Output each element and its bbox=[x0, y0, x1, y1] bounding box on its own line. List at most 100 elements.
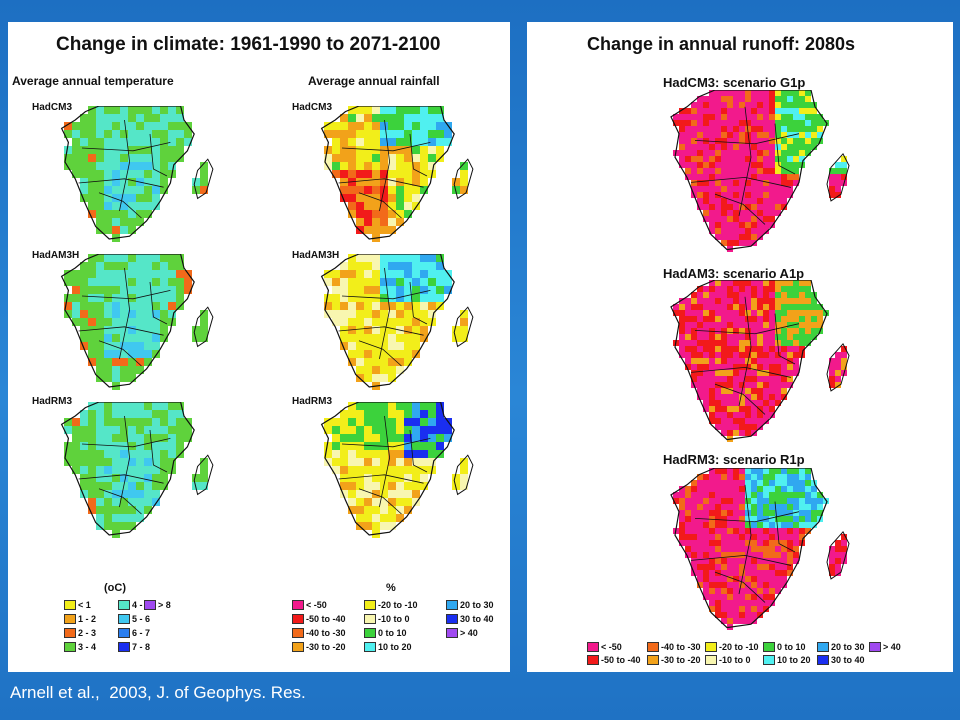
runoff-legend-swatch bbox=[705, 655, 717, 665]
runoff-scenario-label-1: HadCM3: scenario G1p bbox=[663, 75, 806, 90]
runoff-legend-label: -30 to -20 bbox=[661, 655, 701, 665]
runoff-map-hadcm3 bbox=[670, 90, 850, 252]
runoff-legend-label: > 40 bbox=[883, 642, 901, 652]
temp-model-label-2: HadAM3H bbox=[32, 250, 80, 261]
rain-model-label-3: HadRM3 bbox=[292, 396, 333, 407]
runoff-map-hadam3 bbox=[670, 280, 850, 442]
temp-legend-swatch bbox=[118, 614, 130, 624]
runoff-legend-item: -40 to -30 bbox=[647, 642, 701, 652]
rain-legend-item: 0 to 10 bbox=[364, 628, 407, 638]
runoff-map-hadrm3 bbox=[670, 468, 850, 630]
temp-map-hadcm3 bbox=[60, 106, 214, 242]
rain-legend-swatch bbox=[446, 614, 458, 624]
rain-legend-item: -30 to -20 bbox=[292, 642, 346, 652]
runoff-legend-label: -40 to -30 bbox=[661, 642, 701, 652]
rain-legend-label: -50 to -40 bbox=[306, 614, 346, 624]
rain-legend-item: -50 to -40 bbox=[292, 614, 346, 624]
runoff-legend-item: -50 to -40 bbox=[587, 655, 641, 665]
runoff-legend-label: 10 to 20 bbox=[777, 655, 811, 665]
runoff-legend-item: < -50 bbox=[587, 642, 622, 652]
rain-legend-swatch bbox=[292, 600, 304, 610]
temp-legend-swatch bbox=[144, 600, 156, 610]
runoff-legend-swatch bbox=[763, 655, 775, 665]
rain-legend-swatch bbox=[364, 642, 376, 652]
temp-legend-item: 5 - 6 bbox=[118, 614, 150, 624]
rain-legend-item: -10 to 0 bbox=[364, 614, 410, 624]
rain-legend-item: < -50 bbox=[292, 600, 327, 610]
runoff-legend-item: 0 to 10 bbox=[763, 642, 806, 652]
left-panel-title: Change in climate: 1961-1990 to 2071-210… bbox=[56, 34, 441, 55]
temp-legend-item: 3 - 4 bbox=[64, 642, 96, 652]
temp-legend-item: 7 - 8 bbox=[118, 642, 150, 652]
runoff-panel: Change in annual runoff: 2080s HadCM3: s… bbox=[527, 22, 953, 672]
rain-legend-swatch bbox=[446, 600, 458, 610]
right-panel-title: Change in annual runoff: 2080s bbox=[587, 34, 856, 54]
runoff-legend-item: 20 to 30 bbox=[817, 642, 865, 652]
rain-legend-item: 30 to 40 bbox=[446, 614, 494, 624]
temp-legend-label: 5 - 6 bbox=[132, 614, 151, 624]
temp-legend-swatch bbox=[64, 614, 76, 624]
rain-legend-label: < -50 bbox=[306, 600, 327, 610]
runoff-legend-label: 0 to 10 bbox=[777, 642, 806, 652]
runoff-legend-swatch bbox=[869, 642, 881, 652]
rain-legend-swatch bbox=[292, 642, 304, 652]
rain-legend-swatch bbox=[292, 614, 304, 624]
citation: Arnell et al., 2003, J. of Geophys. Res. bbox=[10, 683, 306, 702]
temp-legend-label: 2 - 3 bbox=[78, 628, 97, 638]
rain-legend-swatch bbox=[446, 628, 458, 638]
temp-legend-label: 6 - 7 bbox=[132, 628, 151, 638]
runoff-scenario-label-2: HadAM3: scenario A1p bbox=[663, 266, 805, 281]
runoff-legend-label: < -50 bbox=[601, 642, 622, 652]
rain-model-label-1: HadCM3 bbox=[292, 102, 333, 113]
temp-legend-title: (oC) bbox=[104, 582, 126, 594]
temp-legend-swatch bbox=[118, 628, 130, 638]
rain-legend-item: 10 to 20 bbox=[364, 642, 412, 652]
temp-legend-item: > 8 bbox=[144, 600, 171, 610]
temp-legend-swatch bbox=[64, 642, 76, 652]
runoff-legend-swatch bbox=[587, 655, 599, 665]
runoff-legend-item: 10 to 20 bbox=[763, 655, 811, 665]
runoff-legend-item: -20 to -10 bbox=[705, 642, 759, 652]
rain-legend-label: > 40 bbox=[460, 628, 478, 638]
temp-legend-label: 7 - 8 bbox=[132, 642, 151, 652]
rain-legend-label: 20 to 30 bbox=[460, 600, 494, 610]
rain-legend-swatch bbox=[364, 614, 376, 624]
rain-legend-item: -20 to -10 bbox=[364, 600, 418, 610]
rain-legend-swatch bbox=[292, 628, 304, 638]
temp-legend-label: > 8 bbox=[158, 600, 171, 610]
runoff-legend-item: -10 to 0 bbox=[705, 655, 751, 665]
temp-legend-item: 4 - 5 bbox=[118, 600, 150, 610]
climate-change-panel: Change in climate: 1961-1990 to 2071-210… bbox=[8, 22, 510, 672]
runoff-legend-label: 20 to 30 bbox=[831, 642, 865, 652]
runoff-legend-item: 30 to 40 bbox=[817, 655, 865, 665]
rain-legend-item: 20 to 30 bbox=[446, 600, 494, 610]
rain-legend-label: -40 to -30 bbox=[306, 628, 346, 638]
rain-legend-swatch bbox=[364, 628, 376, 638]
runoff-legend-swatch bbox=[763, 642, 775, 652]
runoff-legend-swatch bbox=[587, 642, 599, 652]
temp-model-label-1: HadCM3 bbox=[32, 102, 73, 113]
temp-legend-swatch bbox=[118, 642, 130, 652]
temperature-header: Average annual temperature bbox=[12, 74, 174, 88]
runoff-legend-swatch bbox=[817, 642, 829, 652]
temp-legend-item: < 1 bbox=[64, 600, 91, 610]
temp-legend-item: 6 - 7 bbox=[118, 628, 150, 638]
temp-map-hadrm3 bbox=[60, 402, 214, 538]
rain-legend-swatch bbox=[364, 600, 376, 610]
temp-legend-label: 4 - 5 bbox=[132, 600, 151, 610]
temp-model-label-3: HadRM3 bbox=[32, 396, 73, 407]
rain-legend-label: 10 to 20 bbox=[378, 642, 412, 652]
runoff-legend-item: > 40 bbox=[869, 642, 901, 652]
runoff-legend-label: -20 to -10 bbox=[719, 642, 759, 652]
runoff-legend-swatch bbox=[705, 642, 717, 652]
rain-map-hadrm3 bbox=[320, 402, 474, 538]
rain-map-hadcm3 bbox=[320, 106, 474, 242]
temp-legend-label: 3 - 4 bbox=[78, 642, 97, 652]
rain-legend-label: 30 to 40 bbox=[460, 614, 494, 624]
runoff-legend-item: -30 to -20 bbox=[647, 655, 701, 665]
rain-legend-label: -20 to -10 bbox=[378, 600, 418, 610]
rain-legend-label: 0 to 10 bbox=[378, 628, 407, 638]
rainfall-header: Average annual rainfall bbox=[308, 74, 440, 88]
runoff-legend-swatch bbox=[647, 655, 659, 665]
temp-map-hadam3h bbox=[60, 254, 214, 390]
